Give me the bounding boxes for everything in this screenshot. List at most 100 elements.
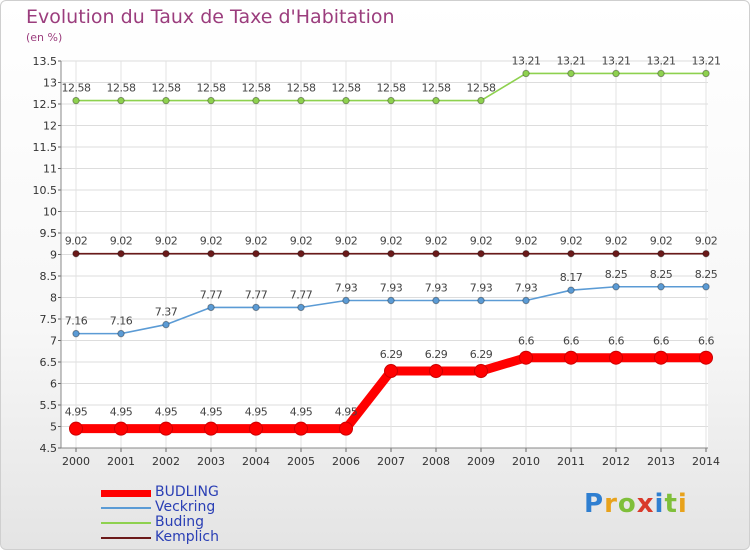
legend-swatch: [101, 522, 151, 524]
data-point: [429, 364, 443, 379]
data-label: 9.02: [335, 235, 358, 248]
data-label: 4.95: [335, 406, 358, 419]
data-point: [654, 350, 668, 365]
y-tick-label: 8: [50, 292, 57, 305]
y-tick-label: 6.5: [40, 356, 58, 369]
data-label: 12.58: [107, 82, 136, 95]
y-tick-label: 12: [43, 120, 57, 133]
legend-swatch: [101, 537, 151, 539]
data-label: 12.58: [422, 82, 451, 95]
data-point: [162, 320, 170, 329]
legend-item-kemplich: Kemplich: [101, 529, 301, 545]
data-point: [162, 249, 170, 258]
data-point: [477, 296, 485, 305]
data-label: 12.58: [467, 82, 496, 95]
x-tick-label: 2002: [152, 455, 180, 468]
y-tick-label: 13.5: [33, 55, 58, 68]
chart-title: Evolution du Taux de Taxe d'Habitation: [26, 6, 395, 28]
data-label: 4.95: [110, 406, 133, 419]
legend-item-veckring: Veckring: [101, 499, 301, 515]
legend-item-budling: BUDLING: [101, 484, 301, 500]
data-point: [342, 249, 350, 258]
data-point: [567, 249, 575, 258]
data-label: 13.21: [692, 54, 721, 67]
x-tick-label: 2009: [467, 455, 495, 468]
data-point: [69, 421, 83, 436]
data-label: 12.58: [377, 82, 406, 95]
data-point: [117, 96, 125, 105]
data-point: [72, 249, 80, 258]
data-label: 9.02: [470, 235, 493, 248]
data-label: 6.6: [698, 335, 714, 348]
data-point: [522, 249, 530, 258]
data-label: 13.21: [557, 54, 586, 67]
data-point: [567, 286, 575, 294]
y-tick-label: 12.5: [33, 98, 58, 111]
data-point: [609, 350, 623, 365]
data-label: 6.29: [470, 348, 493, 361]
x-tick-label: 2005: [287, 455, 315, 468]
x-tick-label: 2001: [107, 455, 135, 468]
data-point: [387, 249, 395, 258]
data-point: [519, 350, 533, 365]
data-label: 9.02: [560, 235, 583, 248]
data-point: [339, 421, 353, 436]
y-tick-label: 13: [43, 77, 57, 90]
data-label: 7.93: [425, 282, 448, 295]
data-point: [72, 96, 80, 105]
data-label: 4.95: [290, 406, 313, 419]
data-label: 8.17: [560, 271, 583, 284]
data-point: [702, 249, 710, 258]
data-label: 7.16: [110, 315, 133, 328]
data-label: 8.25: [605, 268, 628, 281]
data-point: [117, 329, 125, 338]
data-label: 13.21: [512, 54, 541, 67]
x-tick-label: 2000: [62, 455, 90, 468]
data-label: 7.93: [335, 282, 358, 295]
x-tick-label: 2013: [647, 455, 675, 468]
x-tick-label: 2014: [692, 455, 720, 468]
data-label: 9.02: [515, 235, 538, 248]
data-point: [612, 249, 620, 258]
data-label: 6.6: [653, 335, 669, 348]
y-tick-label: 6: [50, 378, 57, 391]
data-label: 6.6: [608, 335, 624, 348]
data-point: [207, 249, 215, 258]
y-tick-label: 11: [43, 163, 57, 176]
legend-item-buding: Buding: [101, 514, 301, 530]
y-tick-label: 5.5: [40, 399, 58, 412]
data-label: 12.58: [242, 82, 271, 95]
data-label: 6.29: [380, 348, 403, 361]
data-point: [657, 69, 665, 78]
y-tick-label: 11.5: [33, 141, 58, 154]
data-point: [342, 296, 350, 305]
data-point: [702, 69, 710, 78]
data-point: [477, 96, 485, 105]
data-point: [252, 96, 260, 105]
data-point: [72, 329, 80, 338]
data-label: 8.25: [650, 268, 673, 281]
data-label: 8.25: [695, 268, 718, 281]
x-tick-label: 2003: [197, 455, 225, 468]
data-point: [204, 421, 218, 436]
data-point: [297, 303, 305, 312]
data-label: 7.16: [65, 315, 88, 328]
data-point: [252, 249, 260, 258]
data-label: 7.93: [515, 282, 538, 295]
legend-label: Kemplich: [155, 529, 219, 545]
data-label: 6.6: [518, 335, 534, 348]
data-point: [432, 296, 440, 305]
data-label: 9.02: [245, 235, 268, 248]
data-point: [522, 296, 530, 305]
data-point: [294, 421, 308, 436]
data-point: [159, 421, 173, 436]
data-label: 13.21: [602, 54, 631, 67]
data-label: 7.93: [380, 282, 403, 295]
data-point: [162, 96, 170, 105]
y-tick-label: 10.5: [33, 184, 58, 197]
data-point: [567, 69, 575, 78]
data-label: 12.58: [287, 82, 316, 95]
y-tick-label: 4.5: [40, 442, 58, 455]
y-tick-label: 9.5: [40, 227, 58, 240]
